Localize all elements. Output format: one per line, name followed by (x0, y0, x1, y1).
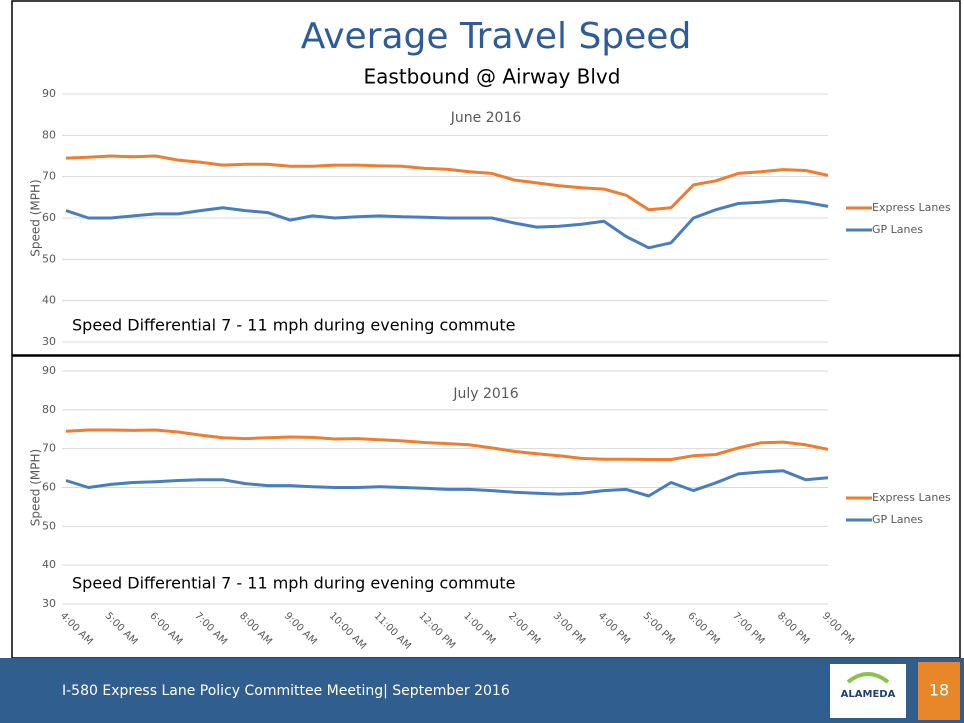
y-tick-label: 40 (42, 558, 56, 571)
series-line (65, 198, 829, 250)
y-tick-label: 60 (42, 211, 56, 224)
logo-text: ALAMEDA (841, 689, 896, 700)
x-tick-label: 9:00 AM (282, 610, 319, 647)
series-line (65, 469, 829, 498)
y-tick-label: 60 (42, 481, 56, 494)
top-chart-frame (11, 0, 961, 356)
annotation: Speed Differential 7 - 11 mph during eve… (72, 574, 516, 593)
x-tick-label: 4:00 PM (596, 610, 632, 646)
y-tick-label: 70 (42, 170, 56, 183)
y-axis-label: Speed (MPH) (29, 179, 43, 256)
x-tick-label: 7:00 PM (730, 610, 766, 646)
series-line (65, 428, 829, 461)
x-tick-label: 6:00 AM (147, 610, 184, 647)
annotation: Speed Differential 7 - 11 mph during eve… (72, 316, 516, 335)
footer-bar (0, 658, 964, 723)
x-tick-label: 9:00 PM (820, 610, 856, 646)
x-tick-label: 8:00 AM (237, 610, 274, 647)
logo-arc (846, 672, 890, 684)
x-tick-label: 10:00 AM (327, 610, 368, 651)
y-tick-label: 90 (42, 364, 56, 377)
x-tick-label: 5:00 AM (103, 610, 140, 647)
y-axis-label: Speed (MPH) (29, 449, 43, 526)
y-tick-label: 30 (42, 335, 56, 348)
y-tick-label: 30 (42, 597, 56, 610)
y-tick-label: 70 (42, 442, 56, 455)
legend-label: Express Lanes (872, 491, 951, 504)
y-tick-label: 40 (42, 294, 56, 307)
y-tick-label: 80 (42, 403, 56, 416)
page-number-box (918, 662, 960, 720)
x-tick-label: 1:00 PM (461, 610, 497, 646)
footer-text: I-580 Express Lane Policy Committee Meet… (62, 683, 510, 699)
y-tick-label: 50 (42, 519, 56, 532)
x-tick-label: 8:00 PM (775, 610, 811, 646)
chart-title: July 2016 (452, 386, 518, 402)
slide-subtitle: Eastbound @ Airway Blvd (364, 65, 621, 89)
x-tick-label: 5:00 PM (640, 610, 676, 646)
x-tick-label: 12:00 PM (416, 610, 457, 651)
x-tick-label: 2:00 PM (506, 610, 542, 646)
legend-label: GP Lanes (872, 223, 923, 236)
legend-label: Express Lanes (872, 201, 951, 214)
x-tick-label: 3:00 PM (551, 610, 587, 646)
x-tick-label: 11:00 AM (372, 610, 413, 651)
x-tick-label: 6:00 PM (685, 610, 721, 646)
y-tick-label: 50 (42, 252, 56, 265)
series-line (65, 154, 829, 212)
page-number: 18 (929, 681, 949, 700)
slide-title: Average Travel Speed (301, 16, 692, 57)
x-tick-label: 7:00 AM (192, 610, 229, 647)
chart-title: June 2016 (450, 110, 522, 126)
y-tick-label: 90 (42, 87, 56, 100)
legend-label: GP Lanes (872, 513, 923, 526)
y-tick-label: 80 (42, 128, 56, 141)
x-tick-label: 4:00 AM (58, 610, 95, 647)
